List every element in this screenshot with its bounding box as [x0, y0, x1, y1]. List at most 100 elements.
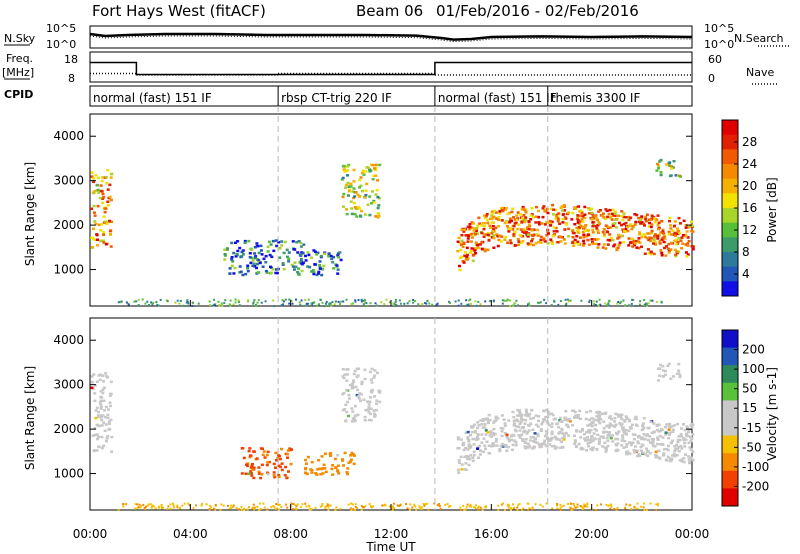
power-cell [681, 242, 685, 245]
power-cell [490, 212, 494, 216]
power-cell [538, 223, 541, 226]
power-cell [298, 261, 302, 264]
power-cell [480, 224, 484, 227]
power-cell [527, 220, 531, 223]
velocity-cell [610, 424, 614, 427]
colorbar-band [722, 222, 738, 238]
velocity-cell [652, 430, 656, 433]
power-cell [552, 208, 556, 211]
velocity-cell [596, 410, 600, 414]
velocity-cell [97, 424, 101, 428]
power-cell [287, 260, 291, 263]
power-cell [490, 210, 494, 213]
velocity-cell [365, 400, 369, 403]
velocity-cell [533, 438, 537, 441]
velocity-cell [375, 399, 379, 402]
power-cell [661, 230, 665, 233]
velocity-cell [327, 508, 330, 511]
velocity-cell [512, 422, 516, 425]
velocity-cell [480, 423, 484, 426]
power-cell [346, 181, 350, 185]
power-cell [449, 302, 451, 304]
colorbar-tick-label: 20 [742, 179, 757, 193]
power-cell [280, 240, 284, 243]
velocity-cell [543, 439, 547, 442]
power-cell [669, 248, 673, 251]
velocity-cell [679, 433, 683, 436]
power-cell [528, 242, 532, 246]
power-cell [458, 268, 462, 272]
velocity-cell [574, 445, 578, 449]
power-cell [342, 300, 345, 303]
power-cell [500, 219, 504, 222]
velocity-cell [668, 425, 672, 429]
velocity-cell [503, 422, 507, 425]
power-cell [281, 263, 285, 266]
power-cell [545, 302, 548, 305]
power-cell [92, 177, 95, 180]
velocity-cell [518, 429, 522, 432]
power-cell [490, 221, 494, 225]
power-cell [494, 226, 498, 230]
velocity-cell [619, 415, 623, 418]
power-cell [485, 219, 489, 222]
power-cell [684, 235, 688, 238]
velocity-cell [540, 445, 544, 448]
velocity-cell [492, 433, 496, 437]
power-cell [626, 225, 629, 229]
power-cell [106, 200, 110, 203]
velocity-cell [353, 414, 357, 417]
velocity-cell [471, 437, 475, 441]
velocity-cell [467, 439, 471, 442]
power-cell [504, 206, 508, 210]
power-cell [248, 256, 252, 259]
velocity-cell [106, 376, 110, 379]
power-cell [631, 224, 635, 228]
power-cell [527, 233, 530, 236]
velocity-cell [651, 440, 655, 443]
power-cell [516, 227, 520, 231]
velocity-cell [686, 434, 690, 438]
velocity-cell [678, 459, 682, 462]
power-cell [345, 298, 348, 301]
velocity-cell [411, 506, 414, 509]
power-cell [607, 299, 610, 302]
power-cell [159, 298, 162, 301]
velocity-cell [533, 432, 537, 435]
velocity-cell [418, 505, 421, 508]
power-cell [534, 221, 538, 224]
velocity-cell [247, 506, 250, 508]
velocity-cell [680, 460, 684, 463]
velocity-cell [595, 448, 599, 451]
velocity-cell [304, 502, 307, 505]
power-cell [302, 243, 306, 246]
power-cell [613, 243, 617, 246]
nsearch-tick-bottom: 10^0 [704, 38, 734, 51]
power-cell [515, 299, 518, 302]
velocity-cell [636, 454, 640, 458]
power-cell [530, 234, 534, 237]
power-cell [330, 304, 333, 307]
velocity-cell [97, 435, 101, 439]
power-cell [521, 205, 525, 209]
power-cell [498, 210, 502, 213]
power-cell [526, 242, 530, 245]
velocity-cell [652, 422, 656, 425]
power-cell [647, 225, 651, 228]
velocity-cell [351, 379, 355, 382]
power-cell [376, 212, 380, 215]
power-cell [656, 214, 660, 217]
power-cell [282, 300, 285, 303]
power-cell [457, 236, 461, 240]
power-cell [296, 251, 300, 254]
power-cell [637, 240, 641, 243]
power-cell [609, 216, 613, 219]
power-cell [609, 236, 613, 240]
power-cell [616, 302, 619, 305]
y-tick-label: 3000 [53, 174, 84, 188]
velocity-cell [476, 447, 479, 450]
velocity-cell [518, 414, 522, 417]
velocity-cell [142, 503, 145, 506]
velocity-cell [669, 377, 673, 380]
power-cell [356, 193, 360, 196]
